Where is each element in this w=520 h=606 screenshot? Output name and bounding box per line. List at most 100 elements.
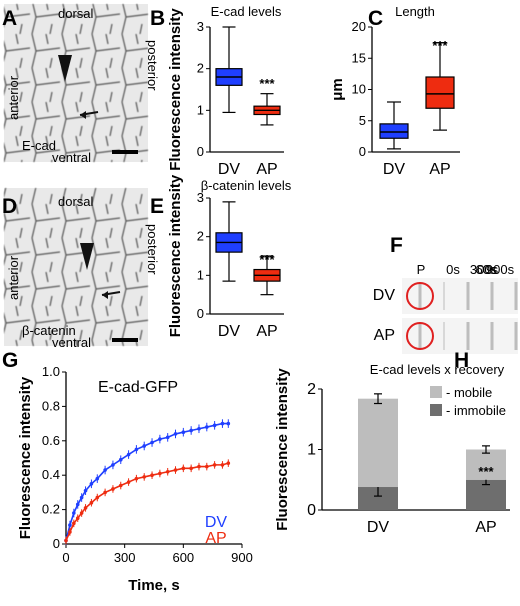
time-label: 60s bbox=[476, 262, 497, 277]
box-ap bbox=[425, 76, 455, 109]
y-tick-label: 3 bbox=[197, 19, 204, 34]
legend-label-ap: AP bbox=[205, 530, 226, 547]
bar-ap-mobile bbox=[466, 449, 506, 480]
time-label: 300s bbox=[470, 262, 499, 277]
y-axis-label: μm bbox=[329, 78, 346, 101]
data-point bbox=[212, 463, 217, 467]
y-tick-label: 2 bbox=[197, 61, 204, 76]
data-point bbox=[89, 482, 94, 486]
y-tick-label: 0 bbox=[359, 144, 366, 159]
panel-label-d: D bbox=[2, 195, 17, 218]
data-point bbox=[181, 466, 186, 471]
data-point bbox=[72, 511, 76, 515]
chart-frap-recovery: G E-cad-GFP Fluorescence intensity Time, s 0… bbox=[2, 349, 253, 594]
time-label: 0s bbox=[446, 262, 460, 277]
marker-label-a: E-cad bbox=[22, 138, 56, 153]
bleach-region-circle bbox=[406, 322, 434, 350]
data-point bbox=[68, 530, 72, 534]
data-point bbox=[205, 425, 209, 429]
posterior-label-d: posterior bbox=[145, 224, 160, 275]
data-point bbox=[197, 426, 201, 431]
y-tick-label: 1.0 bbox=[42, 364, 60, 379]
chart-recovery-fractions: HE-cad levels x recovery Fluorescence int… bbox=[274, 349, 510, 536]
x-axis-label: Time, s bbox=[128, 577, 179, 594]
x-category-label: DV bbox=[218, 323, 241, 340]
data-point bbox=[158, 471, 162, 476]
x-category-label: AP bbox=[475, 519, 496, 536]
y-axis-label: Fluorescence intensity bbox=[167, 8, 184, 171]
data-point bbox=[103, 468, 107, 472]
chart-beta-catenin-levels: Eβ-catenin levels Fluorescence intensity 0… bbox=[150, 174, 292, 340]
y-tick-label: 0 bbox=[53, 536, 60, 551]
ventral-label-d: ventral bbox=[52, 335, 91, 350]
data-point bbox=[111, 463, 115, 467]
chart-title: E-cad levels bbox=[211, 4, 282, 19]
micrograph-a bbox=[4, 4, 148, 162]
y-tick-label: 0.6 bbox=[42, 433, 60, 448]
data-point bbox=[72, 521, 76, 526]
y-tick-label: 2 bbox=[197, 229, 204, 244]
significance-marker: *** bbox=[259, 76, 275, 91]
data-point bbox=[220, 421, 225, 426]
ventral-label-a: ventral bbox=[52, 150, 91, 165]
data-point bbox=[142, 444, 147, 448]
bar-dv-immobile bbox=[358, 487, 398, 510]
chart-title: E-cad-GFP bbox=[98, 379, 178, 396]
legend-label: - immobile bbox=[446, 403, 506, 418]
y-axis-label: Fluorescence intensity bbox=[167, 174, 184, 337]
panel-label-a: A bbox=[2, 7, 17, 30]
y-tick-label: 0 bbox=[197, 306, 204, 321]
bar-dv-mobile bbox=[358, 398, 398, 488]
data-point bbox=[165, 469, 170, 474]
x-category-label: AP bbox=[256, 161, 277, 178]
data-point bbox=[150, 473, 154, 478]
data-point bbox=[103, 490, 107, 495]
data-point bbox=[111, 487, 115, 491]
data-point bbox=[83, 506, 88, 510]
data-point bbox=[142, 475, 147, 479]
x-category-label: AP bbox=[256, 323, 277, 340]
data-point bbox=[83, 488, 88, 493]
y-tick-label: 1 bbox=[307, 442, 316, 459]
y-tick-label: 0.4 bbox=[42, 467, 60, 482]
arrowhead-icon bbox=[58, 55, 72, 82]
bleach-region-circle bbox=[406, 282, 434, 310]
chart-title: E-cad levels x recovery bbox=[370, 362, 505, 377]
anterior-label-a: anterior bbox=[6, 75, 21, 120]
x-tick-label: 0 bbox=[62, 550, 69, 565]
y-tick-label: 2 bbox=[307, 381, 316, 398]
data-point bbox=[89, 500, 94, 505]
data-point bbox=[150, 440, 154, 445]
data-point bbox=[95, 476, 100, 481]
panel-label: G bbox=[2, 349, 18, 372]
data-point bbox=[126, 480, 131, 484]
data-point bbox=[134, 447, 139, 452]
data-point bbox=[189, 466, 193, 471]
y-tick-label: 0.2 bbox=[42, 502, 60, 517]
data-point bbox=[226, 421, 231, 426]
chart-e-cad-levels: B E-cad levels Fluorescence intensity 0 1 2 3 D… bbox=[150, 4, 284, 178]
data-point bbox=[189, 428, 193, 433]
data-point bbox=[68, 523, 72, 527]
data-point bbox=[181, 430, 186, 435]
legend-swatch bbox=[430, 386, 442, 398]
y-tick-label: 1 bbox=[197, 102, 204, 117]
panel-label-f: F bbox=[390, 234, 403, 257]
data-point bbox=[95, 495, 100, 500]
row-label: DV bbox=[373, 287, 396, 304]
data-point bbox=[220, 463, 225, 467]
significance-marker: *** bbox=[478, 464, 494, 479]
significance-marker: *** bbox=[432, 38, 448, 53]
data-point bbox=[79, 511, 84, 515]
panel-label: H bbox=[454, 349, 469, 372]
scale-bar bbox=[112, 338, 138, 342]
scale-bar bbox=[112, 150, 138, 154]
chart-title: β-catenin levels bbox=[201, 178, 292, 193]
data-point bbox=[165, 435, 170, 440]
x-category-label: DV bbox=[383, 161, 406, 178]
legend-label-dv: DV bbox=[205, 514, 228, 531]
x-category-label: DV bbox=[218, 161, 241, 178]
panel-label: B bbox=[150, 7, 165, 30]
